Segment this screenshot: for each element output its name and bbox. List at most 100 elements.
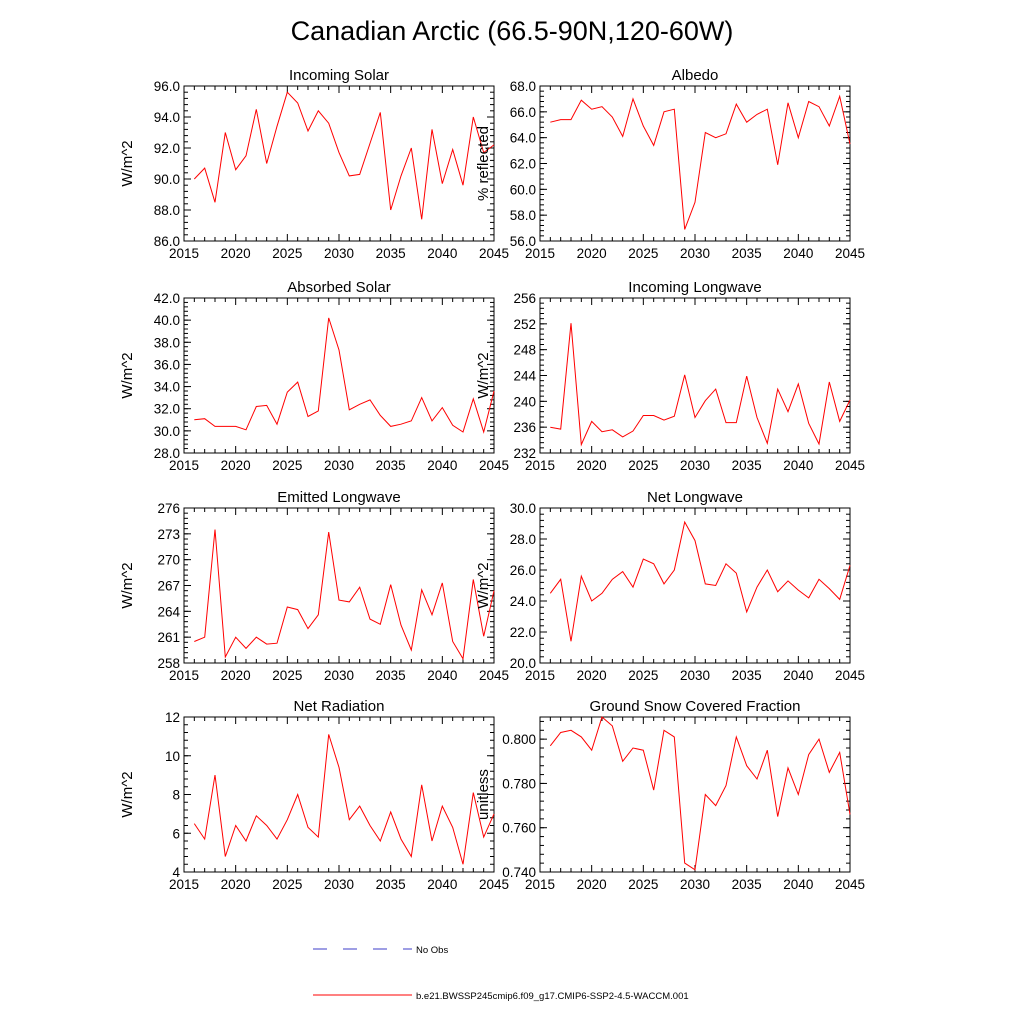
y-tick-label: 36.0 — [154, 357, 180, 372]
y-tick-label: 56.0 — [510, 234, 536, 249]
figure-title: Canadian Arctic (66.5-90N,120-60W) — [291, 16, 734, 46]
y-tick-label: 0.760 — [502, 821, 536, 836]
x-tick-label: 2040 — [783, 668, 813, 683]
x-tick-label: 2035 — [732, 246, 762, 261]
x-tick-label: 2035 — [376, 246, 406, 261]
x-tick-label: 2035 — [732, 458, 762, 473]
y-tick-label: 20.0 — [510, 656, 536, 671]
series-line — [193, 91, 495, 220]
y-tick-label: 86.0 — [154, 234, 180, 249]
x-tick-label: 2040 — [427, 877, 457, 892]
x-tick-label: 2030 — [324, 668, 354, 683]
y-tick-label: 94.0 — [154, 110, 180, 125]
y-axis-label: W/m^2 — [475, 352, 492, 398]
y-tick-label: 4 — [172, 865, 180, 880]
plot-frame — [539, 297, 851, 454]
y-tick-label: 248 — [513, 343, 536, 358]
x-tick-label: 2030 — [324, 458, 354, 473]
plot-frame — [539, 507, 851, 664]
y-axis-label: W/m^2 — [119, 140, 136, 186]
x-tick-label: 2020 — [577, 668, 607, 683]
y-axis-label: unitless — [475, 769, 492, 820]
x-tick-label: 2035 — [732, 668, 762, 683]
x-tick-label: 2025 — [272, 458, 302, 473]
y-axis-label: % reflected — [475, 126, 492, 201]
plot-frame — [183, 716, 495, 873]
y-axis-label: W/m^2 — [119, 771, 136, 817]
y-tick-label: 267 — [157, 579, 180, 594]
x-tick-label: 2025 — [628, 246, 658, 261]
y-tick-label: 88.0 — [154, 203, 180, 218]
panel-title: Incoming Longwave — [628, 279, 761, 296]
x-tick-label: 2025 — [272, 668, 302, 683]
y-tick-label: 68.0 — [510, 79, 536, 94]
x-tick-label: 2015 — [525, 458, 555, 473]
panel-title: Incoming Solar — [289, 67, 389, 84]
x-tick-label: 2040 — [427, 458, 457, 473]
x-tick-label: 2020 — [221, 458, 251, 473]
panel-title: Ground Snow Covered Fraction — [590, 698, 801, 715]
x-tick-label: 2020 — [577, 246, 607, 261]
x-tick-label: 2030 — [324, 246, 354, 261]
chart-panel: Absorbed Solar 2015 2020 2025 2030 2035 2040 20… — [119, 279, 509, 473]
y-tick-label: 34.0 — [154, 380, 180, 395]
x-tick-label: 2040 — [427, 246, 457, 261]
panel-title: Albedo — [672, 67, 719, 84]
y-tick-label: 64.0 — [510, 131, 536, 146]
x-tick-label: 2020 — [221, 877, 251, 892]
x-tick-label: 2015 — [169, 877, 199, 892]
y-tick-label: 0.780 — [502, 776, 536, 791]
x-tick-label: 2045 — [479, 246, 509, 261]
series-line — [549, 716, 851, 871]
x-tick-label: 2015 — [169, 668, 199, 683]
y-tick-label: 30.0 — [154, 424, 180, 439]
x-tick-label: 2040 — [783, 246, 813, 261]
x-tick-label: 2045 — [835, 246, 865, 261]
x-tick-label: 2025 — [272, 246, 302, 261]
x-tick-label: 2015 — [169, 246, 199, 261]
series-line — [550, 323, 851, 447]
chart-panel: Net Longwave 2015 2020 2025 2030 2035 2040 2045… — [475, 489, 865, 683]
x-tick-label: 2025 — [628, 458, 658, 473]
y-tick-label: 30.0 — [510, 501, 536, 516]
x-tick-label: 2020 — [577, 458, 607, 473]
y-tick-label: 0.800 — [502, 732, 536, 747]
y-tick-label: 258 — [157, 656, 180, 671]
x-tick-label: 2015 — [525, 877, 555, 892]
legend-obs-label: No Obs — [416, 945, 448, 956]
series-line — [194, 317, 495, 434]
y-tick-label: 28.0 — [510, 532, 536, 547]
y-tick-label: 236 — [513, 420, 536, 435]
x-tick-label: 2040 — [783, 877, 813, 892]
plot-frame — [539, 85, 851, 242]
series-line — [194, 529, 495, 661]
x-tick-label: 2025 — [628, 877, 658, 892]
x-tick-label: 2045 — [835, 458, 865, 473]
chart-panel: Incoming Longwave 2015 2020 2025 2030 2035 204… — [475, 279, 865, 473]
y-tick-label: 264 — [157, 604, 180, 619]
x-tick-label: 2030 — [680, 668, 710, 683]
x-tick-label: 2020 — [577, 877, 607, 892]
y-tick-label: 261 — [157, 630, 180, 645]
y-tick-label: 26.0 — [510, 563, 536, 578]
x-tick-label: 2035 — [732, 877, 762, 892]
y-tick-label: 90.0 — [154, 172, 180, 187]
x-tick-label: 2030 — [680, 877, 710, 892]
y-tick-label: 273 — [157, 527, 180, 542]
x-tick-label: 2030 — [680, 246, 710, 261]
panel-title: Net Longwave — [647, 489, 743, 506]
x-tick-label: 2020 — [221, 668, 251, 683]
x-tick-label: 2015 — [169, 458, 199, 473]
y-tick-label: 276 — [157, 501, 180, 516]
y-tick-label: 42.0 — [154, 291, 180, 306]
y-tick-label: 10 — [165, 749, 180, 764]
x-tick-label: 2035 — [376, 458, 406, 473]
y-tick-label: 66.0 — [510, 105, 536, 120]
x-tick-label: 2025 — [272, 877, 302, 892]
y-tick-label: 240 — [513, 394, 536, 409]
y-tick-label: 96.0 — [154, 79, 180, 94]
y-tick-label: 92.0 — [154, 141, 180, 156]
y-tick-label: 22.0 — [510, 625, 536, 640]
